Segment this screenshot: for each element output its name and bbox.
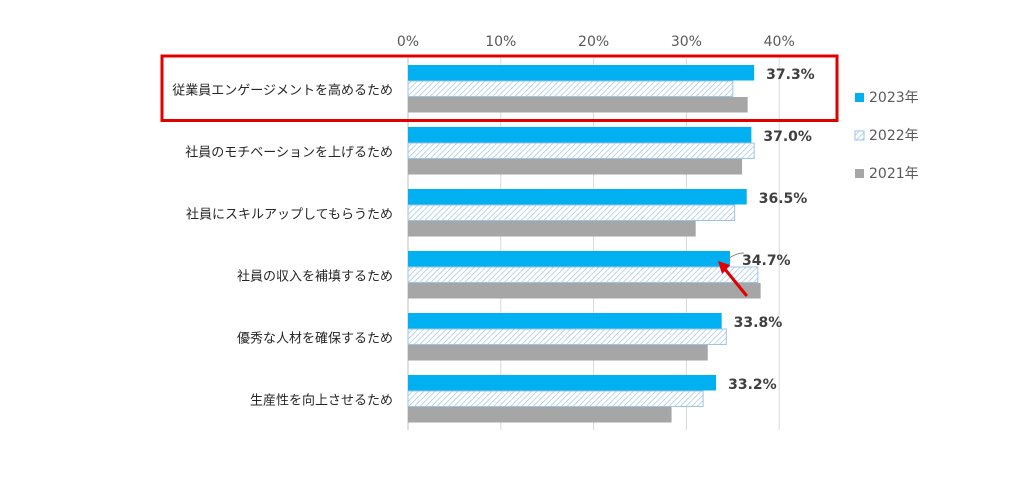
legend-swatch: [854, 130, 865, 141]
bar: [408, 221, 696, 237]
x-axis-ticks: 0% 10% 20% 30% 40%: [397, 34, 795, 50]
bar: [408, 283, 761, 299]
x-tick-label: 0%: [397, 34, 419, 50]
legend: 2023年 2022年 2021年: [854, 90, 919, 182]
bars: [407, 65, 761, 423]
category-label: 従業員エンゲージメントを高めるため: [172, 82, 393, 98]
bar: [408, 313, 722, 329]
x-tick-label: 30%: [671, 34, 702, 50]
data-label: 36.5%: [759, 191, 808, 207]
data-label: 33.8%: [734, 315, 783, 331]
bar: [407, 328, 727, 345]
bar: [407, 80, 734, 97]
gridlines: [407, 58, 780, 430]
category-labels: 従業員エンゲージメントを高めるため社員のモチベーションを上げるため社員にスキルア…: [172, 82, 393, 408]
data-labels: 37.3% 37.0% 36.5% 34.7% 33.8% 33.2%: [728, 67, 815, 393]
bar: [408, 189, 747, 205]
arrow-line: [722, 266, 748, 297]
data-label: 34.7%: [742, 253, 791, 269]
bar: [408, 251, 731, 267]
category-label: 社員にスキルアップしてもらうため: [186, 206, 393, 222]
bar: [408, 407, 672, 423]
bar: [407, 266, 759, 283]
legend-label: 2021年: [869, 166, 919, 182]
legend-swatch: [855, 93, 864, 102]
data-label: 33.2%: [728, 377, 777, 393]
data-label: 37.3%: [766, 67, 815, 83]
x-tick-label: 20%: [578, 34, 609, 50]
highlight-box: [160, 54, 839, 122]
leader-line: [727, 252, 745, 260]
category-label: 社員の収入を補填するため: [237, 268, 393, 284]
bar: [408, 97, 748, 113]
legend-label: 2023年: [869, 90, 919, 106]
bar: [408, 127, 752, 143]
data-label: 37.0%: [763, 129, 812, 145]
arrow-head: [718, 261, 731, 274]
bar: [408, 65, 755, 81]
bar: [407, 204, 736, 221]
bar: [408, 375, 717, 391]
legend-swatch: [855, 169, 864, 178]
annotations: [160, 54, 839, 297]
category-label: 生産性を向上させるため: [250, 392, 393, 408]
bar: [407, 142, 755, 159]
legend-label: 2022年: [869, 128, 919, 144]
category-label: 優秀な人材を確保するため: [237, 330, 393, 346]
x-tick-label: 10%: [485, 34, 516, 50]
bar: [408, 159, 743, 175]
bar: [408, 345, 708, 361]
category-label: 社員のモチベーションを上げるため: [185, 144, 393, 160]
bar: [407, 390, 704, 407]
x-tick-label: 40%: [764, 34, 795, 50]
